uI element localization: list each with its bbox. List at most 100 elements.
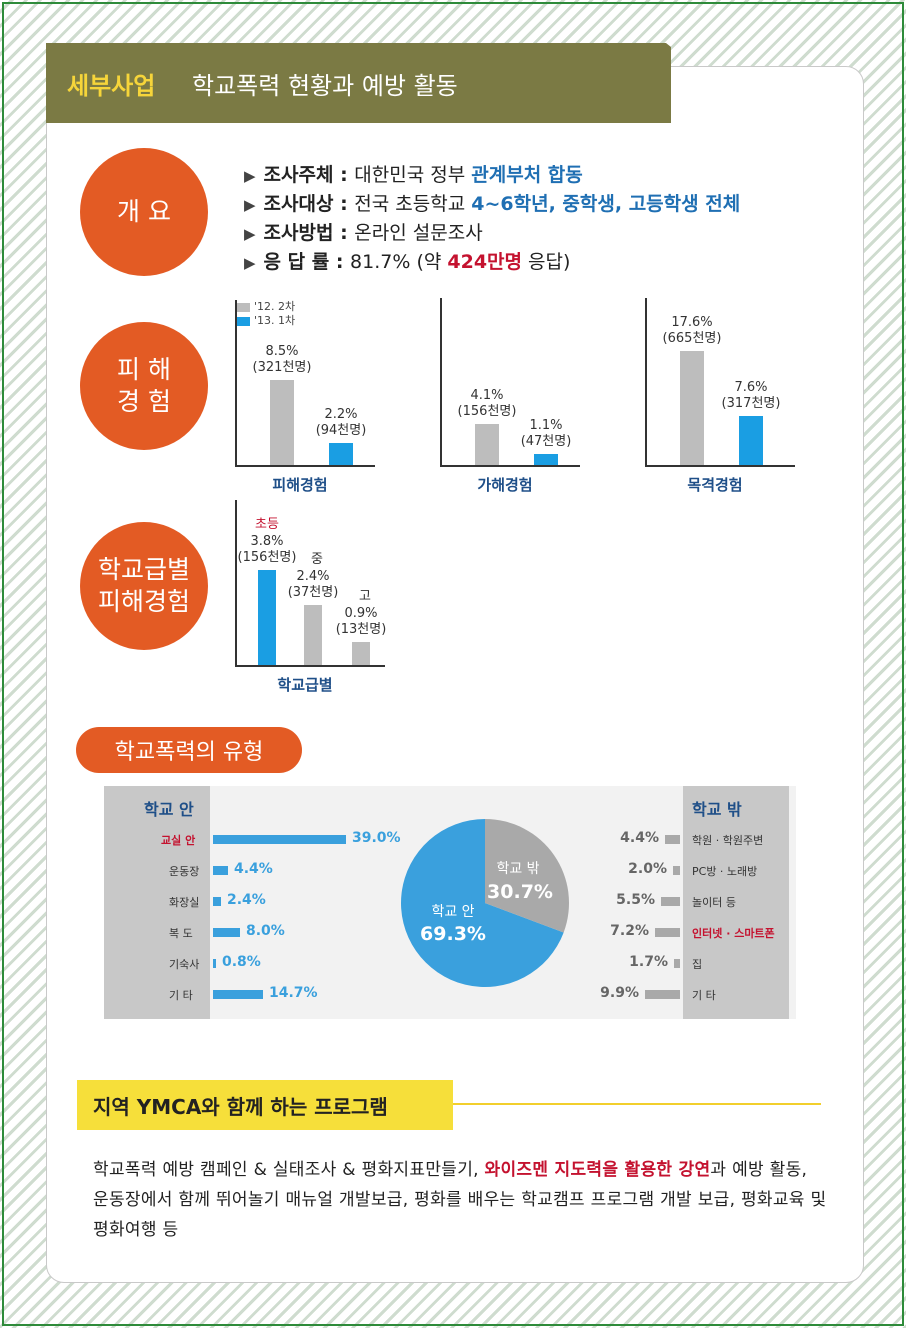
- chart-bar: [534, 454, 558, 465]
- chart-x-caption: 목격경험: [687, 476, 743, 494]
- outside-label-column: [683, 786, 789, 1019]
- chart-axis-y: [235, 300, 237, 465]
- outside-row-label: 인터넷 · 스마트폰: [692, 927, 775, 940]
- bullet-arrow-icon: ▶: [244, 196, 256, 214]
- inside-percent: 39.0%: [352, 830, 401, 846]
- ymca-title: 지역 YMCA와 함께 하는 프로그램: [77, 1080, 453, 1130]
- inside-bar: [213, 866, 228, 875]
- inside-percent: 0.8%: [222, 954, 261, 970]
- outside-bar: [645, 990, 680, 999]
- chart-bar: [739, 416, 763, 465]
- overview-value: 81.7% (약: [350, 251, 448, 273]
- inside-bar: [213, 928, 240, 937]
- header-tag: 세부사업: [67, 72, 156, 100]
- chart-axis-y: [235, 500, 237, 665]
- inside-label-column: [104, 786, 210, 1019]
- outside-row-label: PC방 · 노래방: [692, 865, 758, 878]
- overview-item: ▶ 조사방법 : 온라인 설문조사: [244, 218, 483, 245]
- chart-data-label: 1.1% (47천명): [520, 418, 572, 450]
- overview-value: 전국 초등학교: [354, 193, 472, 215]
- chart-bar: [475, 424, 499, 465]
- outside-percent: 5.5%: [616, 892, 655, 908]
- experience-circle: 피 해 경 험: [80, 322, 208, 450]
- pie-label-inside-value: 69.3%: [420, 923, 486, 945]
- overview-highlight: 424만명: [447, 251, 523, 273]
- bullet-arrow-icon: ▶: [244, 254, 256, 272]
- overview-item: ▶ 조사대상 : 전국 초등학교 4~6학년, 중학생, 고등학생 전체: [244, 189, 740, 216]
- ymca-paragraph: 학교폭력 예방 캠페인 & 실태조사 & 평화지표만들기, 와이즈멘 지도력을 …: [93, 1160, 827, 1240]
- inside-bar: [213, 959, 216, 968]
- outside-bar: [655, 928, 680, 937]
- types-pie-chart: 학교 밖 30.7% 학교 안 69.3%: [401, 819, 569, 987]
- overview-key: 응 답 률 :: [263, 251, 351, 273]
- chart-data-label: 2.2% (94천명): [315, 407, 367, 439]
- outside-row-label: 놀이터 등: [692, 896, 736, 909]
- school-level-tag: 초등: [255, 517, 279, 532]
- ymca-rule: [453, 1103, 821, 1105]
- types-title: 학교폭력의 유형: [76, 727, 302, 773]
- overview-item: ▶ 조사주체 : 대한민국 정부 관계부처 합동: [244, 160, 583, 187]
- section-header-bar: [46, 43, 671, 123]
- outside-title: 학교 밖: [692, 800, 742, 819]
- overview-tail: 응답): [522, 251, 571, 273]
- chart-bar: [352, 642, 370, 665]
- outside-percent: 7.2%: [610, 923, 649, 939]
- legend-swatch-curr: [236, 316, 250, 326]
- inside-percent: 4.4%: [234, 861, 273, 877]
- school-level-tag: 고: [359, 589, 371, 604]
- pie-label-outside-value: 30.7%: [487, 881, 553, 903]
- inside-row-label: 운동장: [169, 865, 200, 878]
- outside-row-label: 기 타: [692, 989, 716, 1002]
- pie-label-inside-name: 학교 안: [431, 904, 474, 920]
- experience-legend: '12. 2차 '13. 1차: [236, 300, 295, 328]
- inside-percent: 2.4%: [227, 892, 266, 908]
- chart-axis-x: [235, 665, 385, 667]
- chart-bar: [329, 443, 353, 465]
- chart-bar: [258, 570, 276, 665]
- outside-bar: [673, 866, 680, 875]
- inside-bar: [213, 990, 263, 999]
- legend-item-curr: '13. 1차: [236, 314, 295, 328]
- page-title: 학교폭력 현황과 예방 활동: [192, 72, 458, 100]
- legend-item-prev: '12. 2차: [236, 300, 295, 314]
- inside-row-label: 화장실: [169, 896, 200, 909]
- chart-data-label: 7.6% (317천명): [721, 380, 781, 412]
- outside-bar: [674, 959, 680, 968]
- pie-slice-inside: [401, 819, 564, 987]
- overview-value: 온라인 설문조사: [354, 222, 483, 244]
- chart-data-label: 2.4% (37천명): [287, 569, 339, 601]
- outside-bar: [665, 835, 680, 844]
- chart-axis-x: [645, 465, 795, 467]
- outside-bar: [661, 897, 680, 906]
- inside-percent: 14.7%: [269, 985, 318, 1001]
- inside-row-label: 교실 안: [161, 834, 196, 847]
- chart-bar: [270, 380, 294, 465]
- school-level-tag: 중: [311, 552, 323, 567]
- pie-slice-outside: [485, 819, 569, 933]
- chart-data-label: 3.8% (156천명): [237, 534, 297, 566]
- overview-item: ▶ 응 답 률 : 81.7% (약 424만명 응답): [244, 247, 570, 274]
- chart-x-caption: 피해경험: [272, 476, 328, 494]
- outside-percent: 2.0%: [628, 861, 667, 877]
- school-level-circle: 학교급별 피해경험: [80, 522, 208, 650]
- chart-data-label: 0.9% (13천명): [335, 606, 387, 638]
- overview-key: 조사대상 :: [263, 193, 355, 215]
- bullet-arrow-icon: ▶: [244, 225, 256, 243]
- outside-percent: 9.9%: [600, 985, 639, 1001]
- inside-bar: [213, 835, 346, 844]
- chart-bar: [304, 605, 322, 665]
- outside-row-label: 학원 · 학원주변: [692, 834, 764, 847]
- chart-data-label: 4.1% (156천명): [457, 388, 517, 420]
- overview-key: 조사방법 :: [263, 222, 355, 244]
- pie-label-outside-name: 학교 밖: [496, 861, 539, 877]
- chart-axis-y: [440, 298, 442, 465]
- chart-axis-x: [235, 465, 375, 467]
- overview-highlight: 4~6학년, 중학생, 고등학생 전체: [471, 193, 741, 215]
- overview-circle: 개 요: [80, 148, 208, 276]
- chart-data-label: 8.5% (321천명): [252, 344, 312, 376]
- chart-x-caption: 가해경험: [477, 476, 533, 494]
- chart-axis-x: [440, 465, 580, 467]
- outside-percent: 1.7%: [629, 954, 668, 970]
- chart-x-caption: 학교급별: [277, 676, 333, 694]
- inside-bar: [213, 897, 221, 906]
